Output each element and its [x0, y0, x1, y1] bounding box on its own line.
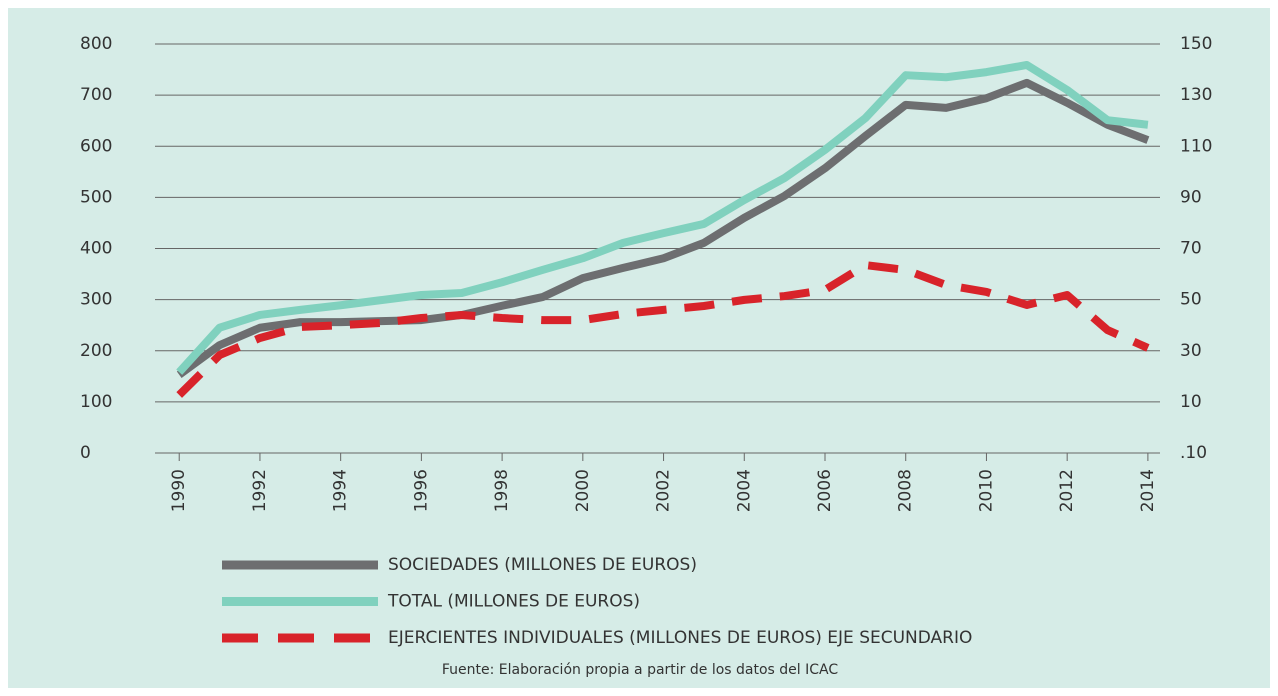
y-tick-label: 500 — [80, 187, 112, 207]
legend-label: TOTAL (MILLONES DE EUROS) — [387, 592, 640, 612]
y-tick-label: 0 — [80, 443, 91, 463]
series-line — [176, 261, 1150, 398]
y2-tick-label: 110 — [1180, 136, 1212, 156]
y-tick-label: 100 — [80, 392, 112, 412]
x-tick-label: 2014 — [1138, 469, 1158, 512]
x-tick-label: 2008 — [896, 469, 916, 512]
y-tick-label: 700 — [80, 85, 112, 105]
x-tick-label: 1992 — [250, 469, 270, 512]
x-tick-label: 2004 — [734, 469, 754, 512]
x-tick-label: 1996 — [411, 469, 431, 512]
x-tick-label: 2012 — [1057, 469, 1077, 512]
source: Fuente: Elaboración propia a partir de l… — [442, 662, 839, 678]
y2-tick-label: .10 — [1180, 443, 1207, 463]
y-tick-label: 300 — [80, 290, 112, 310]
y-tick-label: 200 — [80, 341, 112, 361]
y2-tick-label: 90 — [1180, 187, 1202, 207]
x-tick-label: 2000 — [573, 469, 593, 512]
x-tick-label: 2006 — [815, 469, 835, 512]
y2-tick-label: 70 — [1180, 239, 1202, 259]
legend-label: EJERCIENTES INDIVIDUALES (MILLONES DE EU… — [388, 628, 972, 648]
y2-tick-label: 50 — [1180, 290, 1202, 310]
y-tick-label: 400 — [80, 239, 112, 259]
x-tick-label: 1998 — [492, 469, 512, 512]
y-tick-label: 600 — [80, 136, 112, 156]
x-tick-label: 1994 — [331, 469, 351, 512]
y2-tick-label: 150 — [1180, 34, 1212, 54]
y2-tick-label: 130 — [1180, 85, 1212, 105]
y2-tick-label: 30 — [1180, 341, 1202, 361]
x-tick-label: 1990 — [169, 469, 189, 512]
y-tick-label: 800 — [80, 34, 112, 54]
legend-label: SOCIEDADES (MILLONES DE EUROS) — [388, 555, 697, 575]
x-tick-label: 2002 — [654, 469, 674, 512]
series-line — [176, 60, 1149, 375]
x-tick-label: 2010 — [976, 469, 996, 512]
y2-tick-label: 10 — [1180, 392, 1202, 412]
series-line — [176, 78, 1150, 379]
